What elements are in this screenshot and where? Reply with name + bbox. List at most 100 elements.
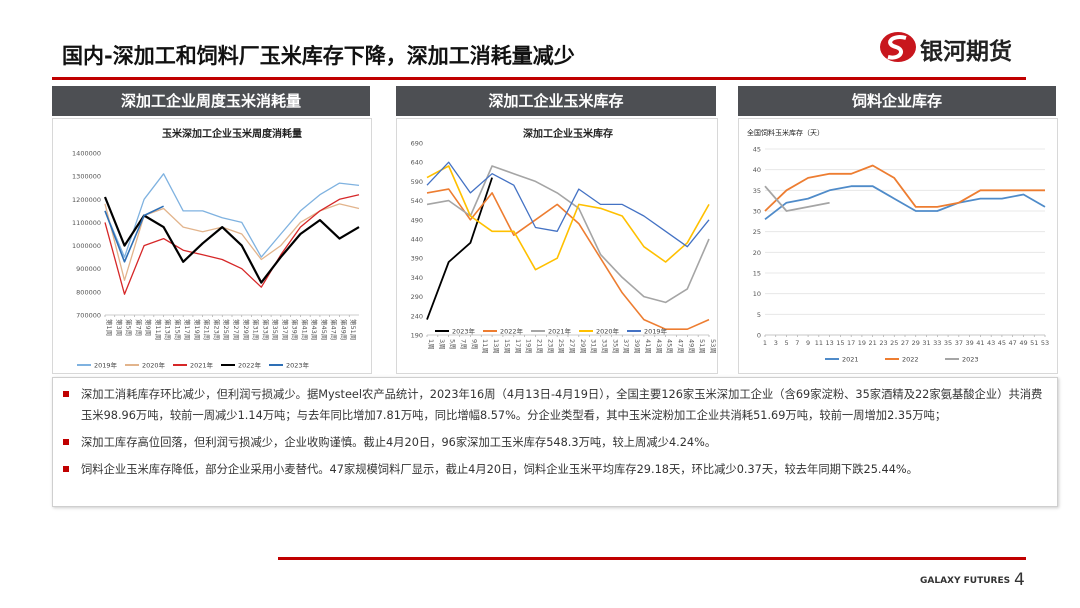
logo-text: 银河期货 (920, 39, 1012, 65)
x-tick-label: 31 (922, 339, 930, 347)
legend-label: 2023年 (452, 327, 476, 336)
y-tick-label: 540 (411, 197, 423, 205)
y-tick-label: 590 (411, 178, 423, 186)
note: 深加工消耗库存环比减少，但利润亏损减少。据Mysteel农产品统计，2023年1… (53, 384, 1057, 426)
x-tick-label: 第11周 (154, 319, 163, 340)
x-tick-label: 21 (869, 339, 877, 347)
series-line (764, 185, 1046, 221)
x-tick-label: 7周 (460, 339, 468, 350)
x-tick-label: 第5周 (125, 319, 134, 336)
x-tick-label: 23 (879, 339, 887, 347)
x-tick-label: 第41周 (300, 319, 309, 340)
x-tick-label: 41 (976, 339, 984, 347)
x-tick-label: 11周 (481, 339, 489, 354)
panel-header: 深加工企业周度玉米消耗量 (52, 86, 370, 116)
x-tick-label: 7 (795, 339, 799, 347)
x-tick-label: 47周 (676, 339, 684, 354)
legend-label: 2021年 (548, 327, 572, 336)
y-tick-label: 45 (753, 146, 761, 154)
series-line (426, 165, 710, 271)
y-tick-label: 640 (411, 159, 423, 167)
x-tick-label: 第1周 (105, 319, 114, 336)
x-tick-label: 第31周 (252, 319, 261, 340)
x-tick-label: 51周 (698, 339, 706, 354)
series-line (764, 164, 1045, 212)
x-tick-label: 45周 (666, 339, 674, 354)
x-tick-label: 第25周 (222, 319, 231, 340)
x-tick-label: 35 (944, 339, 952, 347)
x-tick-label: 第29周 (242, 319, 251, 340)
y-tick-label: 190 (411, 332, 423, 340)
x-tick-label: 27周 (568, 339, 576, 354)
x-tick-label: 第3周 (115, 319, 124, 336)
y-tick-label: 900000 (76, 265, 101, 273)
series-line (764, 185, 830, 212)
panel-header: 饲料企业库存 (738, 86, 1056, 116)
x-tick-label: 5 (784, 339, 788, 347)
x-tick-label: 第37周 (281, 319, 290, 340)
x-tick-label: 第39周 (291, 319, 300, 340)
x-tick-label: 53 (1041, 339, 1049, 347)
x-tick-label: 3周 (438, 339, 446, 350)
y-tick-label: 1100000 (72, 219, 101, 227)
x-tick-label: 第35周 (271, 319, 280, 340)
legend-label: 2023 (962, 356, 979, 364)
x-tick-label: 31周 (590, 339, 598, 354)
x-tick-label: 21周 (535, 339, 543, 354)
chart: 深加工企业玉米库存 190 240 290 340 390 440 490 540 590 640 6… (396, 118, 718, 374)
x-tick-label: 9周 (470, 339, 478, 350)
x-tick-label: 33周 (601, 339, 609, 354)
x-tick-label: 53周 (709, 339, 717, 354)
chart-title: 玉米深加工企业玉米周度消耗量 (162, 127, 302, 140)
y-tick-label: 690 (411, 140, 423, 148)
footer-brand: GALAXY FUTURES (920, 576, 1011, 586)
x-tick-label: 第47周 (330, 319, 339, 340)
x-tick-label: 29 (912, 339, 920, 347)
series-line (104, 173, 360, 258)
y-tick-label: 5 (757, 311, 761, 319)
x-tick-label: 37周 (622, 339, 630, 354)
x-tick-label: 45 (998, 339, 1006, 347)
x-tick-label: 17周 (514, 339, 522, 354)
x-tick-label: 35周 (611, 339, 619, 354)
y-tick-label: 0 (757, 332, 761, 340)
series-line (104, 205, 164, 263)
x-tick-label: 11 (815, 339, 823, 347)
y-tick-label: 40 (753, 166, 761, 174)
x-tick-label: 41周 (644, 339, 652, 354)
chart-title: 全国饲料玉米库存（天） (747, 128, 824, 137)
y-tick-label: 30 (753, 208, 761, 216)
series-line (104, 194, 360, 295)
legend-label: 2022年 (238, 361, 262, 370)
x-tick-label: 第49周 (339, 319, 348, 340)
x-tick-label: 25周 (557, 339, 565, 354)
x-tick-label: 1 (763, 339, 767, 347)
legend-label: 2022年 (500, 327, 524, 336)
y-tick-label: 440 (411, 236, 423, 244)
legend-label: 2022 (902, 356, 919, 364)
y-tick-label: 490 (411, 216, 423, 224)
series-line (426, 165, 710, 304)
chart: 玉米深加工企业玉米周度消耗量 700000 800000 900000 1000000 1… (52, 118, 372, 374)
legend-label: 2021 (842, 356, 859, 364)
legend-label: 2019年 (94, 361, 118, 370)
x-tick-label: 第19周 (193, 319, 202, 340)
legend-label: 2023年 (286, 361, 310, 370)
x-tick-label: 13周 (492, 339, 500, 354)
y-tick-label: 240 (411, 312, 423, 320)
x-tick-label: 47 (1009, 339, 1017, 347)
legend-label: 2020年 (142, 361, 166, 370)
y-tick-label: 390 (411, 255, 423, 263)
x-tick-label: 第21周 (203, 319, 212, 340)
series-line (103, 196, 360, 284)
legend-label: 2021年 (190, 361, 214, 370)
x-tick-label: 39 (965, 339, 973, 347)
y-tick-label: 35 (753, 187, 761, 195)
x-tick-label: 15 (836, 339, 844, 347)
x-tick-label: 33 (933, 339, 941, 347)
y-tick-label: 15 (753, 270, 761, 278)
x-tick-label: 第7周 (134, 319, 143, 336)
x-tick-label: 23周 (546, 339, 554, 354)
x-tick-label: 29周 (579, 339, 587, 354)
